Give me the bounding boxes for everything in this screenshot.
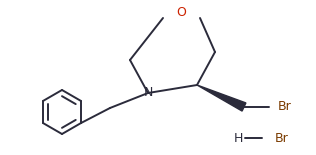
Text: H: H: [233, 131, 243, 144]
Polygon shape: [197, 85, 246, 111]
Text: N: N: [143, 86, 153, 100]
Text: Br: Br: [278, 100, 292, 113]
Text: O: O: [176, 7, 186, 20]
Text: Br: Br: [275, 131, 289, 144]
